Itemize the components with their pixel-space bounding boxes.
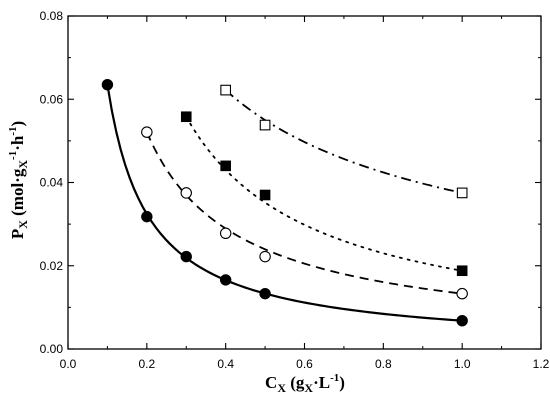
series-3-point — [180, 111, 192, 123]
series-1-point — [219, 274, 232, 286]
series-3-point — [220, 160, 231, 172]
x-tick-label: 1.0 — [454, 357, 471, 371]
x-tick-label: 0.6 — [296, 357, 313, 371]
x-tick-label: 1.2 — [533, 357, 550, 371]
x-axis-ticks: 0.0 0.2 0.4 0.6 0.8 1.0 1.2 — [60, 16, 550, 371]
y-tick-label: 0.02 — [40, 259, 64, 273]
x-axis-title: CX (gX·L-1) — [265, 372, 345, 395]
series-markers — [101, 78, 468, 327]
y-tick-label: 0.00 — [40, 342, 64, 356]
series-curves — [106, 84, 464, 322]
series-1-point — [259, 287, 271, 300]
series-1-point — [101, 78, 114, 91]
series-2-point — [180, 187, 193, 199]
series-1-point — [456, 314, 468, 327]
series-2-point — [219, 227, 232, 240]
series-3-curve — [185, 115, 464, 272]
series-2-point — [456, 287, 468, 300]
series-2-curve — [146, 131, 463, 295]
plot-frame — [67, 15, 542, 350]
y-tick-label: 0.06 — [40, 92, 64, 106]
series-2-point — [141, 126, 153, 138]
series-1-point — [180, 250, 192, 263]
series-1-curve — [106, 84, 463, 322]
plot-frame-rect — [67, 15, 542, 350]
series-4-point — [220, 84, 232, 96]
x-tick-label: 0.8 — [375, 357, 392, 371]
series-4-point — [259, 119, 271, 131]
series-4-point — [456, 187, 468, 199]
series-2-point — [259, 250, 271, 263]
y-tick-label: 0.08 — [40, 9, 64, 23]
series-3-point — [456, 265, 468, 277]
series-4-curve — [225, 89, 463, 194]
series-1-point — [141, 210, 153, 223]
x-tick-label: 0.2 — [138, 357, 155, 371]
x-tick-label: 0.0 — [60, 357, 77, 371]
y-axis-title: PX (mol·gX-1·h-1) — [7, 121, 30, 239]
series-3-point — [259, 189, 271, 201]
y-axis-ticks: 0.00 0.02 0.04 0.06 0.08 — [40, 9, 541, 356]
x-tick-label: 0.4 — [217, 357, 234, 371]
y-tick-label: 0.04 — [40, 176, 64, 190]
